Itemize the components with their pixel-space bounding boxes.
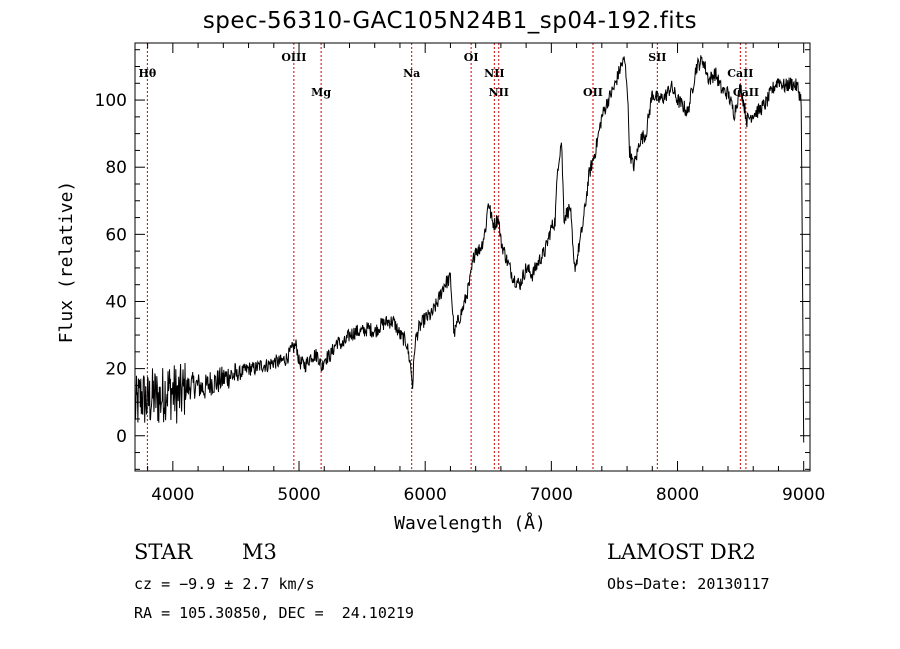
line-marker-label: CaII (733, 86, 759, 99)
x-tick-label: 4000 (151, 485, 194, 505)
survey-label: LAMOST DR2 (607, 540, 756, 564)
redshift-info: cz = −9.9 ± 2.7 km/s (134, 575, 315, 593)
x-tick-label: 7000 (530, 485, 573, 505)
line-marker-label: OI (464, 51, 479, 64)
line-marker-label: Hθ (138, 67, 156, 80)
line-marker-label: NII (484, 67, 504, 80)
y-tick-label: 100 (95, 91, 127, 111)
line-label-layer: Hθ OIII Mg Na OI NII NII OII SII CaII CaII (138, 51, 759, 99)
line-marker-label: Na (403, 67, 420, 80)
plot-frame (134, 42, 811, 472)
y-tick-label: 80 (105, 158, 127, 178)
line-marker-label: SII (648, 51, 666, 64)
y-tick-label: 40 (105, 292, 127, 312)
line-marker-label: NII (489, 86, 509, 99)
x-tick-label: 6000 (404, 485, 447, 505)
observation-date: Obs−Date: 20130117 (607, 575, 770, 593)
line-marker-label: OIII (281, 51, 306, 64)
y-tick-label: 0 (116, 427, 127, 447)
x-tick-label: 5000 (277, 485, 320, 505)
line-marker-label: CaII (727, 67, 753, 80)
axis-layer: 4000 5000 6000 7000 8000 9000 0 20 40 60 80 100 (95, 42, 825, 505)
line-marker-label: OII (583, 86, 603, 99)
x-tick-label: 9000 (782, 485, 825, 505)
y-axis-label: Flux (relative) (56, 181, 77, 344)
chart-title: spec-56310-GAC105N24B1_sp04-192.fits (202, 8, 698, 34)
object-class: STAR (134, 540, 193, 564)
x-tick-label: 8000 (656, 485, 699, 505)
coordinates-info: RA = 105.30850, DEC = 24.10219 (134, 604, 414, 622)
line-marker-label: Mg (311, 86, 331, 99)
spectrum-layer (134, 55, 805, 443)
x-axis-label: Wavelength (Å) (394, 512, 546, 534)
object-subclass: M3 (242, 540, 277, 564)
y-tick-label: 60 (105, 225, 127, 245)
spectrum-line (134, 55, 805, 443)
line-marker-layer (146, 43, 747, 471)
y-tick-label: 20 (105, 360, 127, 380)
